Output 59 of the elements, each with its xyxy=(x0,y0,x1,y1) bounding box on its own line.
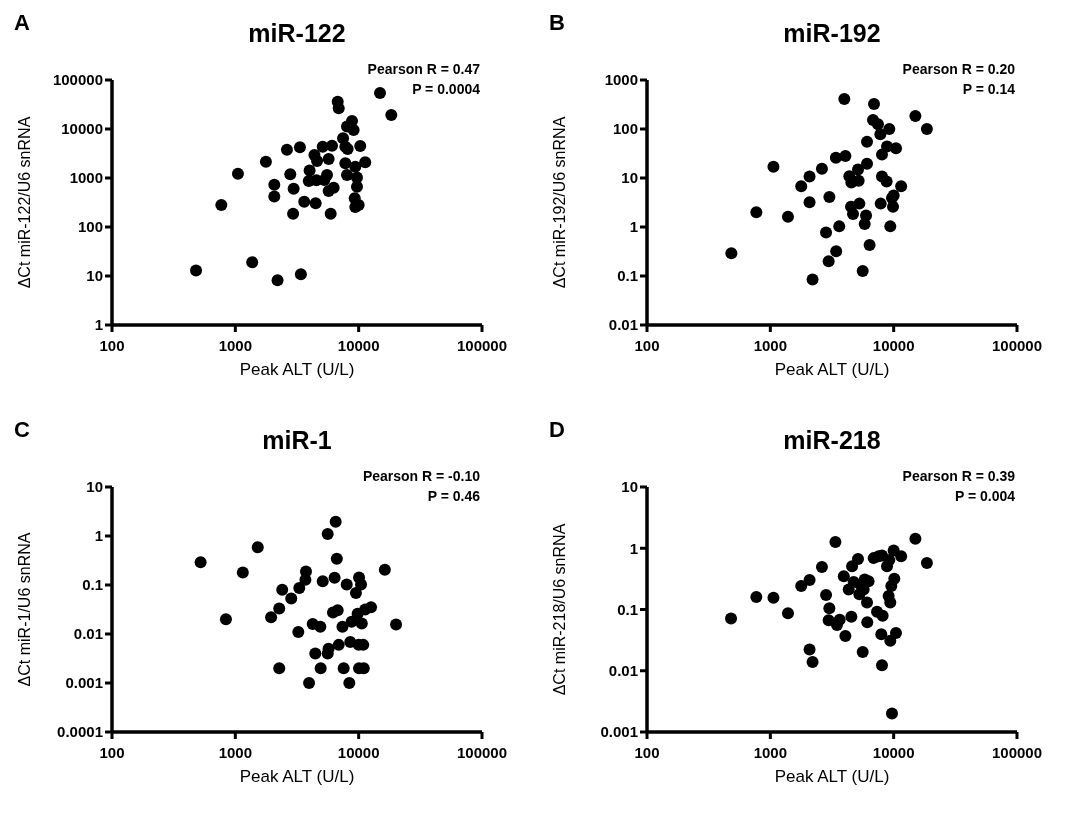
y-tick-label: 1 xyxy=(629,539,638,557)
x-tick-label: 1000 xyxy=(753,744,788,761)
text: A xyxy=(14,10,30,35)
y-tick-label: 0.01 xyxy=(608,316,638,334)
y-tick-label: 1 xyxy=(629,218,638,236)
chart-title: miR-1 xyxy=(262,426,332,454)
y-tick-label: 100 xyxy=(612,120,638,138)
chart-title: miR-218 xyxy=(783,426,881,454)
y-tick-label: 1000 xyxy=(69,169,103,187)
chart-title: miR-122 xyxy=(248,19,346,47)
y-tick-label: 0.001 xyxy=(600,723,638,741)
y-tick-label: 0.1 xyxy=(617,267,638,285)
y-tick-label: 1 xyxy=(94,316,103,334)
x-tick-label: 100000 xyxy=(456,744,508,761)
x-axis-title: Peak ALT (U/L) xyxy=(774,767,890,786)
x-axis-title: Peak ALT (U/L) xyxy=(239,767,355,786)
text: Pearson R = -0.10 xyxy=(362,468,481,484)
x-tick-label: 100000 xyxy=(456,337,508,354)
y-tick-label: 10 xyxy=(621,478,638,496)
y-tick-label: 100 xyxy=(77,218,103,236)
text: Pearson R = 0.47 xyxy=(367,61,481,77)
y-tick-label: 10 xyxy=(86,267,103,285)
x-tick-label: 100000 xyxy=(991,337,1043,354)
x-tick-label: 10000 xyxy=(872,337,915,354)
y-tick-label: 10 xyxy=(86,478,103,496)
y-tick-label: 0.1 xyxy=(617,600,638,618)
y-axis-title: ΔCt miR-218/U6 snRNA xyxy=(551,523,568,696)
x-tick-label: 100000 xyxy=(991,744,1043,761)
x-tick-label: 10000 xyxy=(337,744,380,761)
y-tick-label: 10 xyxy=(621,169,638,187)
text: D xyxy=(549,417,565,442)
y-tick-label: 0.001 xyxy=(65,674,103,692)
chart-title: miR-192 xyxy=(783,19,881,47)
text: Pearson R = 0.39 xyxy=(902,468,1016,484)
x-tick-label: 10000 xyxy=(872,744,915,761)
x-tick-label: 1000 xyxy=(218,744,253,761)
annotation: P = 0.0004 xyxy=(412,81,481,97)
y-axis-title: ΔCt miR-122/U6 snRNA xyxy=(16,116,33,289)
y-tick-label: 0.1 xyxy=(82,576,103,594)
x-tick-label: 10000 xyxy=(337,337,380,354)
x-tick-label: 1000 xyxy=(218,337,253,354)
y-tick-label: 0.01 xyxy=(608,662,638,679)
y-tick-label: 10000 xyxy=(61,120,103,138)
y-axis-title: ΔCt miR-192/U6 snRNA xyxy=(551,116,568,289)
y-tick-label: 0.01 xyxy=(73,625,103,643)
text: Pearson R = 0.20 xyxy=(902,61,1016,77)
x-axis-title: Peak ALT (U/L) xyxy=(774,360,890,379)
y-axis-title: ΔCt miR-1/U6 snRNA xyxy=(16,532,33,687)
annotation: P = 0.14 xyxy=(962,81,1016,97)
y-tick-label: 100000 xyxy=(52,71,103,89)
y-tick-label: 0.0001 xyxy=(57,723,103,741)
y-tick-label: 1 xyxy=(94,527,103,545)
annotation: P = 0.46 xyxy=(427,488,481,504)
text: C xyxy=(14,417,30,442)
x-axis-title: Peak ALT (U/L) xyxy=(239,360,355,379)
y-tick-label: 1000 xyxy=(604,71,638,89)
x-tick-label: 1000 xyxy=(753,337,788,354)
annotation: P = 0.004 xyxy=(954,488,1016,504)
text: B xyxy=(549,10,565,35)
